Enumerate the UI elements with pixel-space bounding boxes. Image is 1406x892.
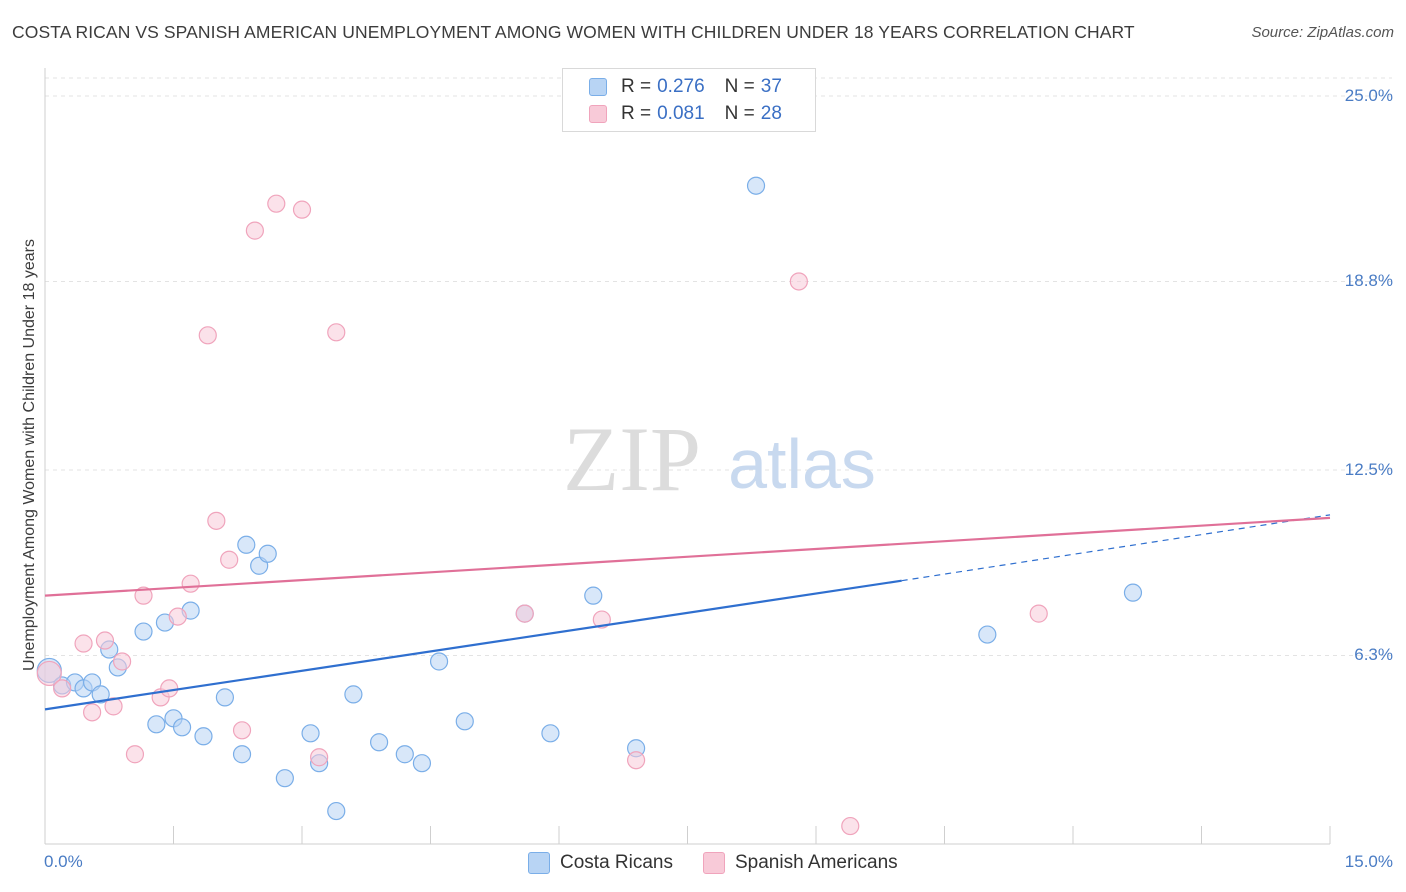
source-label: Source: ZipAtlas.com [1251, 24, 1394, 41]
point-spanish-americans [134, 586, 153, 605]
x-tick-label-max: 15.0% [1344, 852, 1393, 871]
legend-r-label: R = [621, 76, 652, 97]
point-spanish-americans [789, 272, 808, 291]
point-costa-ricans [194, 727, 213, 746]
watermark: ZIP atlas [563, 408, 876, 510]
y-tick-label: 25.0% [1344, 85, 1393, 105]
series-legend: Costa Ricans Spanish Americans [528, 852, 928, 874]
trend-line-costa-ricans [44, 579, 902, 711]
y-tick-label: 18.8% [1344, 271, 1393, 291]
point-spanish-americans [310, 748, 329, 767]
point-spanish-americans [53, 679, 72, 698]
legend-swatch-pink [703, 852, 725, 874]
point-spanish-americans [95, 631, 115, 650]
series-name: Spanish Americans [735, 852, 898, 873]
y-tick-label: 6.3% [1354, 645, 1393, 665]
point-costa-ricans [412, 754, 432, 773]
correlation-legend: R = 0.276 N = 37 R = 0.081 N = 28 [562, 68, 816, 132]
point-spanish-americans [292, 200, 312, 219]
legend-n-value: 28 [760, 103, 782, 124]
point-spanish-americans [841, 816, 860, 836]
point-spanish-americans [160, 679, 179, 698]
point-costa-ricans [541, 724, 560, 743]
legend-r-value: 0.276 [657, 76, 705, 97]
point-spanish-americans [168, 607, 187, 626]
chart-title: COSTA RICAN VS SPANISH AMERICAN UNEMPLOY… [12, 22, 1135, 42]
series-name: Costa Ricans [560, 852, 673, 873]
point-costa-ricans [232, 745, 252, 764]
axes [44, 68, 1331, 845]
point-spanish-americans [112, 652, 132, 671]
legend-n-label: N = [724, 103, 755, 124]
point-costa-ricans [134, 622, 153, 641]
point-spanish-americans [267, 194, 286, 213]
point-spanish-americans [626, 751, 646, 770]
point-spanish-americans [592, 610, 611, 629]
point-spanish-americans [515, 604, 534, 623]
point-spanish-americans [1029, 604, 1048, 623]
legend-swatch-blue [589, 78, 607, 96]
point-spanish-americans [207, 511, 226, 530]
legend-swatch-blue [528, 852, 550, 874]
legend-swatch-pink [589, 105, 607, 123]
point-spanish-americans [198, 326, 217, 345]
legend-n-value: 37 [760, 76, 782, 97]
point-costa-ricans [395, 745, 414, 764]
trend-line-costa-ricans-extension [901, 514, 1331, 582]
point-costa-ricans [429, 652, 449, 671]
point-spanish-americans [125, 745, 145, 764]
watermark-zip: ZIP [563, 408, 701, 510]
trend-lines [44, 514, 1331, 711]
x-tick-label-min: 0.0% [44, 852, 83, 871]
series-legend-costa-ricans: Costa Ricans [528, 852, 673, 874]
point-spanish-americans [327, 323, 346, 342]
point-costa-ricans [275, 769, 294, 788]
point-spanish-americans [74, 634, 93, 653]
y-tick-label: 12.5% [1344, 459, 1393, 479]
point-costa-ricans [172, 718, 192, 737]
point-costa-ricans [746, 176, 766, 195]
trend-line-spanish-americans [44, 516, 1331, 597]
point-costa-ricans [344, 685, 363, 704]
point-costa-ricans [978, 625, 997, 644]
point-spanish-americans [220, 550, 239, 569]
point-spanish-americans [245, 221, 264, 240]
point-costa-ricans [301, 724, 320, 743]
point-spanish-americans [83, 703, 102, 722]
point-costa-ricans [237, 535, 256, 554]
series-legend-spanish-americans: Spanish Americans [703, 852, 898, 874]
point-costa-ricans [370, 733, 389, 752]
legend-r-value: 0.081 [657, 103, 705, 124]
point-costa-ricans [91, 685, 110, 704]
point-spanish-americans [36, 660, 62, 687]
point-costa-ricans [1123, 583, 1143, 602]
point-costa-ricans [584, 586, 603, 605]
data-points [36, 176, 1143, 836]
point-costa-ricans [258, 544, 277, 563]
watermark-atlas: atlas [728, 425, 876, 503]
point-costa-ricans [327, 801, 346, 821]
point-spanish-americans [104, 697, 123, 716]
legend-n-label: N = [724, 76, 755, 97]
legend-r-label: R = [621, 103, 652, 124]
point-costa-ricans [147, 715, 166, 734]
legend-row-costa-ricans: R = 0.276 N = 37 [589, 75, 782, 99]
point-costa-ricans [455, 712, 474, 731]
point-costa-ricans [215, 688, 234, 707]
point-spanish-americans [181, 574, 200, 593]
gridlines [45, 77, 1392, 656]
legend-row-spanish-americans: R = 0.081 N = 28 [589, 102, 782, 126]
point-spanish-americans [232, 721, 252, 740]
